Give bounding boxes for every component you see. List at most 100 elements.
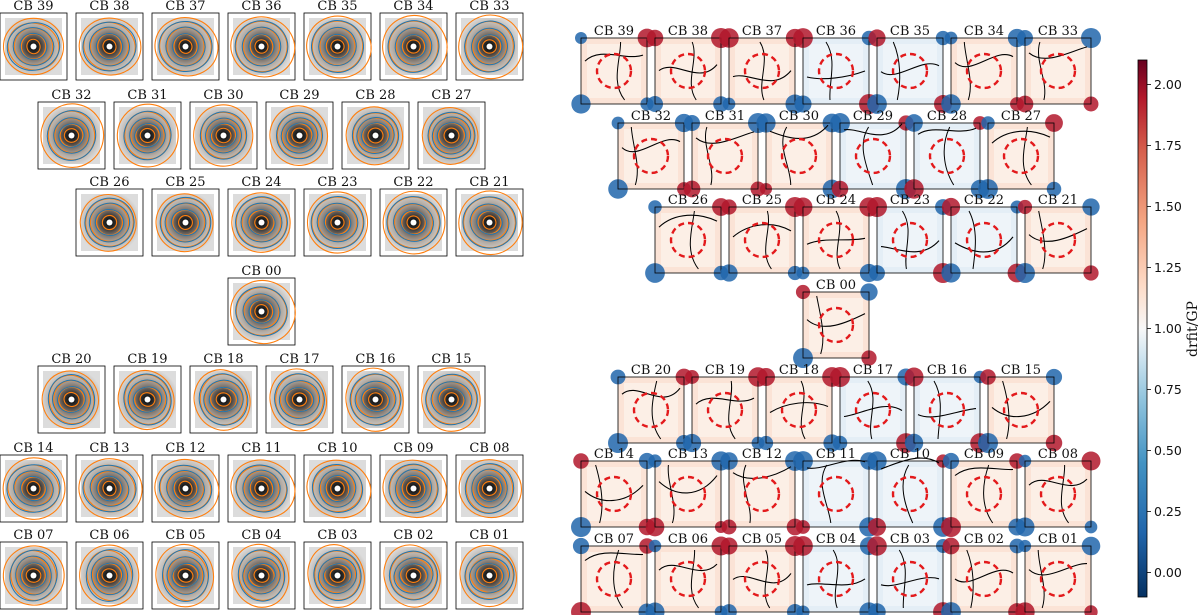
- contour-orange: [329, 568, 346, 583]
- contour-blue: [318, 469, 357, 508]
- psf-core: [182, 43, 189, 50]
- contour-orange: [482, 215, 497, 230]
- left-panel-cb-00: CB 00: [227, 264, 296, 346]
- right-panel-frame: [728, 460, 796, 528]
- reference-circle: [743, 475, 781, 513]
- right-panel-frame: [580, 37, 648, 105]
- contour-blue: [13, 470, 54, 507]
- right-panel-title: CB 13: [668, 447, 708, 462]
- contour-orange: [286, 122, 313, 149]
- right-panel-cb-33: CB 33: [1016, 24, 1101, 113]
- left-panel-cb-29: CB 29: [265, 88, 334, 170]
- psf-core: [296, 396, 303, 403]
- left-panel-cb-01: CB 01: [455, 528, 524, 610]
- contour-orange: [362, 122, 389, 149]
- left-panel-title: CB 38: [89, 0, 129, 14]
- contour-orange: [388, 20, 439, 73]
- left-panel-cb-17: CB 17: [265, 352, 334, 434]
- right-panel-frame: [1024, 545, 1092, 613]
- left-panel-title: CB 31: [127, 88, 167, 103]
- left-panel-cb-09: CB 09: [379, 441, 448, 523]
- right-panel-frame: [876, 37, 944, 105]
- contour-orange: [40, 103, 105, 168]
- contour-line: [658, 475, 718, 494]
- right-panel-title: CB 06: [668, 532, 708, 547]
- contour-orange: [58, 386, 85, 413]
- contour-line: [732, 573, 792, 584]
- contour-orange: [193, 369, 251, 431]
- left-panel-title: CB 04: [241, 528, 281, 543]
- contour-blue: [162, 549, 209, 602]
- contour-blue: [127, 379, 168, 420]
- right-panel-title: CB 20: [631, 363, 671, 378]
- right-panel-title: CB 16: [927, 363, 967, 378]
- right-panel-title: CB 39: [594, 24, 634, 39]
- right-panel-title: CB 14: [594, 447, 634, 462]
- ratio-map-center: [587, 552, 641, 606]
- contour-blue: [464, 551, 515, 600]
- right-panel-cb-00: CB 00: [793, 278, 878, 368]
- contour-blue: [324, 33, 351, 60]
- reference-circle: [928, 137, 966, 175]
- contour-orange: [405, 567, 422, 584]
- contour-blue: [361, 122, 390, 149]
- contour-blue: [172, 33, 199, 60]
- right-panel-title: CB 22: [964, 193, 1004, 208]
- contour-orange: [235, 287, 288, 336]
- contour-blue: [20, 475, 47, 502]
- right-panel-cb-20: CB 20: [608, 363, 693, 453]
- right-panel-frame: [580, 460, 648, 528]
- reference-circle: [965, 52, 1003, 90]
- right-panel-cb-28: CB 28: [904, 109, 990, 199]
- contour-line: [1028, 563, 1088, 576]
- contour-blue: [313, 550, 362, 601]
- right-panel-title: CB 04: [816, 532, 856, 547]
- right-panel-title: CB 00: [816, 278, 856, 293]
- left-panel-title: CB 08: [469, 441, 509, 456]
- psf-core: [486, 572, 493, 579]
- contour-blue: [276, 111, 323, 160]
- left-panel-cb-07: CB 07: [0, 528, 68, 610]
- contour-line: [1060, 464, 1069, 524]
- contour-orange: [465, 551, 514, 600]
- reference-circle: [854, 391, 892, 429]
- left-panel-cb-08: CB 08: [455, 441, 524, 523]
- contour-blue: [129, 117, 166, 154]
- reference-circle: [706, 391, 744, 429]
- contour-blue: [354, 380, 397, 419]
- contour-line: [966, 549, 974, 609]
- psf-core: [258, 572, 265, 579]
- contour-orange: [85, 198, 134, 247]
- ratio-map-center: [772, 129, 826, 183]
- contour-blue: [208, 386, 239, 413]
- right-panel-title: CB 23: [890, 193, 930, 208]
- contour-blue: [324, 475, 351, 502]
- left-panel-cb-19: CB 19: [113, 352, 182, 434]
- right-panel-cb-12: CB 12: [720, 447, 805, 536]
- contour-orange: [432, 117, 471, 154]
- right-panel-title: CB 12: [742, 447, 782, 462]
- contour-line: [732, 70, 792, 82]
- left-panel-title: CB 30: [203, 88, 243, 103]
- reference-circle: [632, 137, 670, 175]
- right-panel-frame: [802, 37, 870, 105]
- right-panel-title: CB 11: [816, 447, 856, 462]
- contour-orange: [254, 39, 269, 54]
- right-panel-cb-36: CB 36: [793, 24, 879, 114]
- contour-line: [764, 549, 771, 609]
- right-panel-title: CB 03: [890, 532, 930, 547]
- right-panel-cb-09: CB 09: [941, 447, 1026, 537]
- left-panel-title: CB 35: [317, 0, 357, 14]
- reference-circle: [743, 221, 781, 259]
- left-panel-cb-37: CB 37: [151, 0, 220, 81]
- contour-orange: [269, 105, 329, 166]
- contour-orange: [405, 480, 422, 497]
- left-panel-title: CB 28: [355, 88, 395, 103]
- right-panel-title: CB 02: [964, 532, 1004, 547]
- contour-line: [658, 214, 718, 228]
- right-panel-frame: [802, 291, 870, 359]
- right-panel-cb-32: CB 32: [608, 109, 694, 199]
- contour-line: [728, 380, 736, 440]
- contour-line: [584, 53, 644, 62]
- ratio-map-center: [809, 552, 863, 606]
